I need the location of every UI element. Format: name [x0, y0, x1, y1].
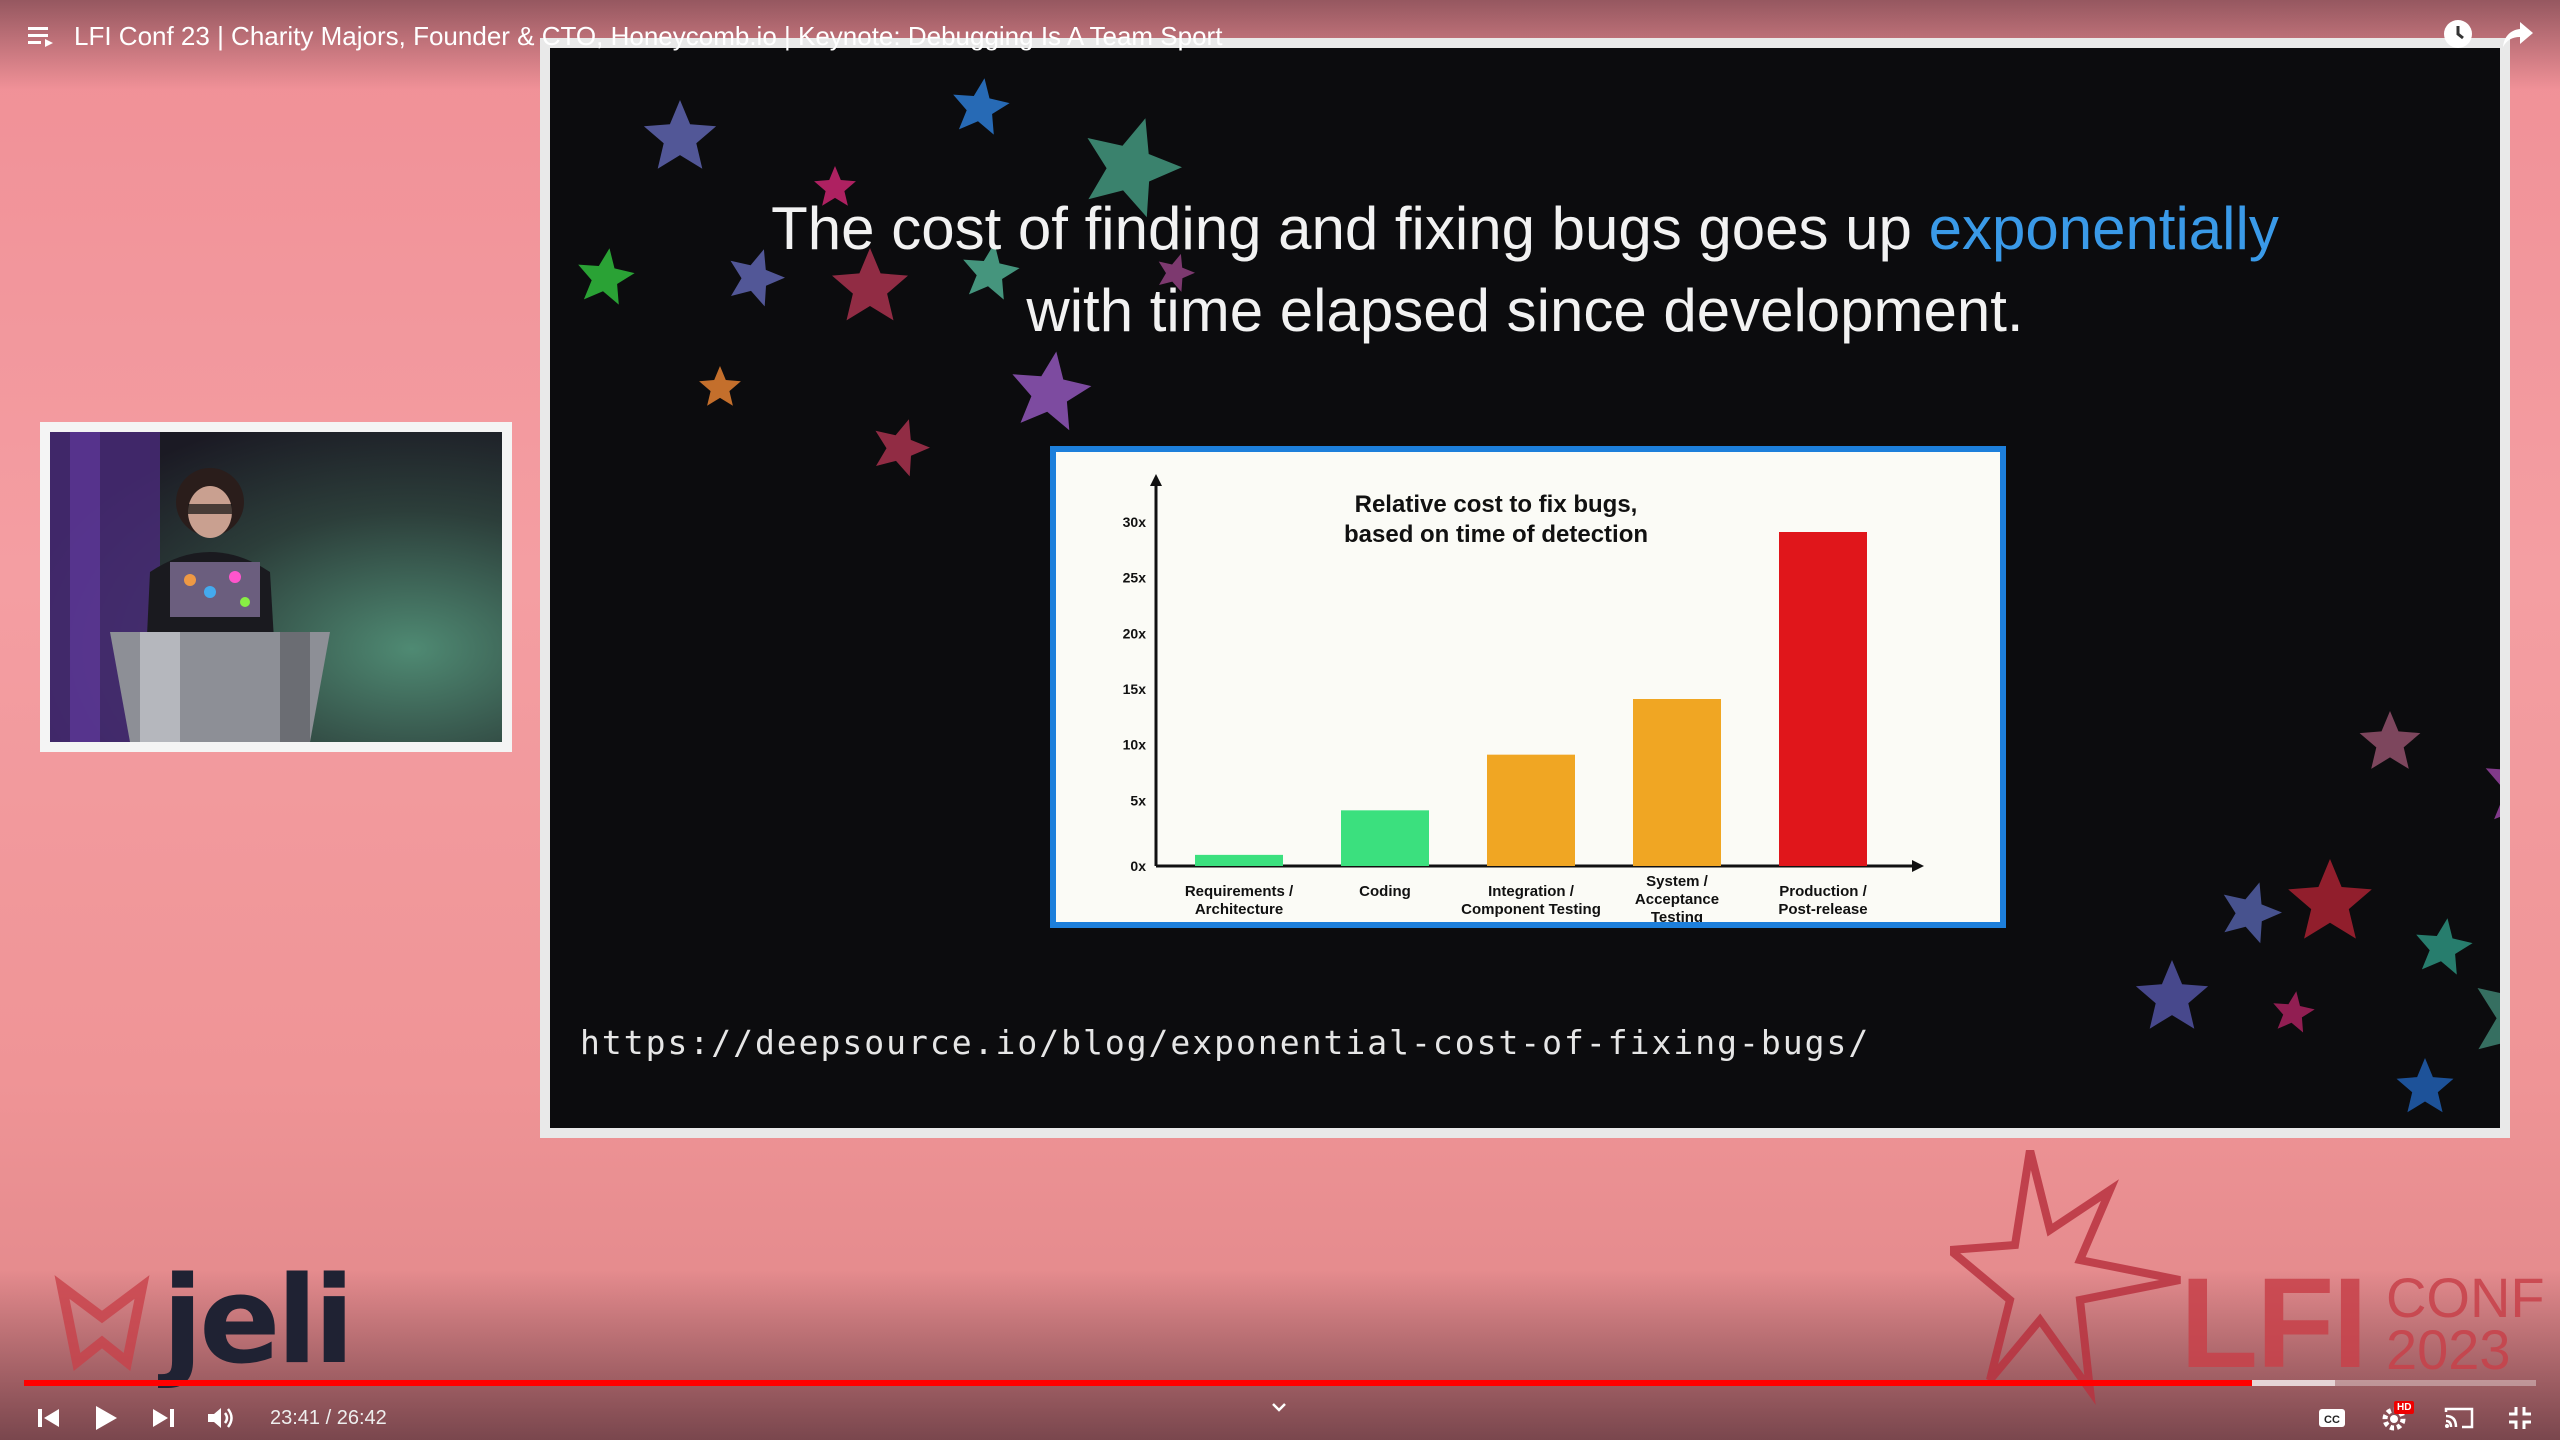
progress-buffered: [2252, 1380, 2336, 1386]
lfi-conf-logo: LFI CONF 2023: [2180, 1250, 2545, 1397]
star-shape: [2485, 768, 2500, 820]
star-shape: [2135, 960, 2209, 1029]
hd-badge: HD: [2394, 1401, 2415, 1414]
x-tick-label: Architecture: [1195, 901, 1283, 918]
star-shape: [2273, 991, 2315, 1033]
gear-icon[interactable]: HD: [2380, 1401, 2415, 1433]
chart-bar: [1341, 810, 1429, 866]
player-controls-right: CC HD: [2318, 1396, 2532, 1440]
star-shape: [643, 100, 717, 169]
conf-burst-icon: [1950, 1150, 2181, 1405]
x-tick-label: Integration /: [1488, 883, 1575, 900]
conf-year: 2023: [2385, 1317, 2511, 1381]
chart-bar: [1633, 699, 1721, 866]
x-tick-label: System /: [1646, 873, 1709, 890]
captions-icon[interactable]: CC: [2318, 1407, 2346, 1429]
x-tick-label: Testing: [1651, 909, 1703, 922]
video-title[interactable]: LFI Conf 23 | Charity Majors, Founder & …: [74, 20, 1223, 51]
chart-canvas: Relative cost to fix bugs, based on time …: [1123, 474, 1924, 922]
star-shape: [963, 243, 1020, 300]
y-tick-label: 10x: [1123, 737, 1147, 753]
star-shape: [2396, 1058, 2454, 1113]
volume-icon[interactable]: [208, 1406, 236, 1430]
star-shape: [578, 248, 635, 305]
star-shape: [730, 249, 785, 307]
source-url: https://deepsource.io/blog/exponential-c…: [580, 1023, 1871, 1062]
x-tick-label: Acceptance: [1635, 891, 1719, 908]
playlist-icon[interactable]: [28, 25, 54, 47]
decorative-stars: [578, 78, 2500, 1113]
y-tick-label: 15x: [1123, 681, 1147, 697]
presentation-slide: The cost of finding and fixing bugs goes…: [540, 38, 2510, 1138]
clock-icon[interactable]: [2442, 18, 2474, 50]
top-actions: [2442, 18, 2534, 50]
x-tick-label: Post-release: [1778, 901, 1867, 918]
chart-title-line1: Relative cost to fix bugs,: [1355, 491, 1638, 518]
bottom-gradient: [0, 1270, 2560, 1440]
bug-cost-chart: Relative cost to fix bugs, based on time …: [1050, 446, 2006, 928]
chart-bar: [1779, 532, 1867, 866]
y-axis-arrow: [1150, 474, 1162, 486]
star-shape: [2477, 988, 2500, 1050]
star-shape: [1087, 118, 1182, 218]
slide-content: The cost of finding and fixing bugs goes…: [550, 48, 2500, 1128]
x-tick-label: Requirements /: [1185, 883, 1294, 900]
chart-title-line2: based on time of detection: [1344, 521, 1648, 548]
progress-played: [24, 1380, 2253, 1386]
skip-next-icon[interactable]: [152, 1407, 174, 1429]
star-shape: [1158, 253, 1195, 292]
time-display: 23:41 / 26:42: [270, 1406, 387, 1429]
play-icon[interactable]: [94, 1405, 118, 1431]
star-shape: [953, 78, 1010, 135]
slide-headline: The cost of finding and fixing bugs goes…: [550, 188, 2500, 352]
y-tick-label: 0x: [1130, 858, 1146, 874]
speaker-illustration: [50, 432, 330, 742]
conf-label: CONF: [2385, 1265, 2545, 1329]
headline-accent: exponentially: [1928, 195, 2279, 262]
skip-previous-icon[interactable]: [38, 1407, 60, 1429]
lfi-wordmark: LFI: [2180, 1252, 2368, 1395]
x-tick-label: Component Testing: [1461, 901, 1601, 918]
headline-line2: with time elapsed since development.: [1026, 277, 2024, 344]
speaker-video-thumbnail: [40, 422, 512, 752]
x-axis-arrow: [1912, 860, 1924, 872]
chevron-down-icon[interactable]: [1268, 1396, 1290, 1418]
y-tick-label: 30x: [1123, 514, 1147, 530]
svg-text:CC: CC: [2324, 1414, 2340, 1426]
cast-icon[interactable]: [2444, 1406, 2474, 1430]
video-title-bar: LFI Conf 23 | Charity Majors, Founder & …: [28, 16, 1222, 56]
star-shape: [814, 166, 856, 206]
jeli-logo: jeli: [52, 1252, 355, 1391]
x-tick-label: Coding: [1359, 883, 1411, 900]
conf-year-block: CONF 2023: [2385, 1265, 2545, 1381]
y-tick-label: 25x: [1123, 570, 1147, 586]
exit-fullscreen-icon[interactable]: [2508, 1406, 2532, 1430]
star-shape: [2223, 882, 2282, 944]
star-shape: [2288, 859, 2372, 939]
share-icon[interactable]: [2502, 20, 2534, 48]
star-shape: [832, 248, 908, 321]
star-shape: [2416, 918, 2473, 975]
x-tick-label: Production /: [1779, 883, 1867, 900]
y-tick-label: 5x: [1130, 792, 1146, 808]
star-shape: [2359, 711, 2421, 769]
star-shape: [699, 366, 741, 406]
y-tick-label: 20x: [1123, 625, 1147, 641]
jeli-mark-icon: [54, 1274, 150, 1371]
player-controls-left: 23:41 / 26:42: [38, 1396, 387, 1440]
chart-bar: [1195, 854, 1283, 866]
star-shape: [875, 419, 930, 477]
star-shape: [1012, 351, 1092, 431]
headline-text: The cost of finding and fixing bugs goes…: [771, 195, 1929, 262]
jeli-wordmark: jeli: [162, 1252, 355, 1391]
speaker-image: [50, 432, 502, 742]
chart-bar: [1487, 754, 1575, 866]
progress-bar[interactable]: [24, 1380, 2536, 1386]
